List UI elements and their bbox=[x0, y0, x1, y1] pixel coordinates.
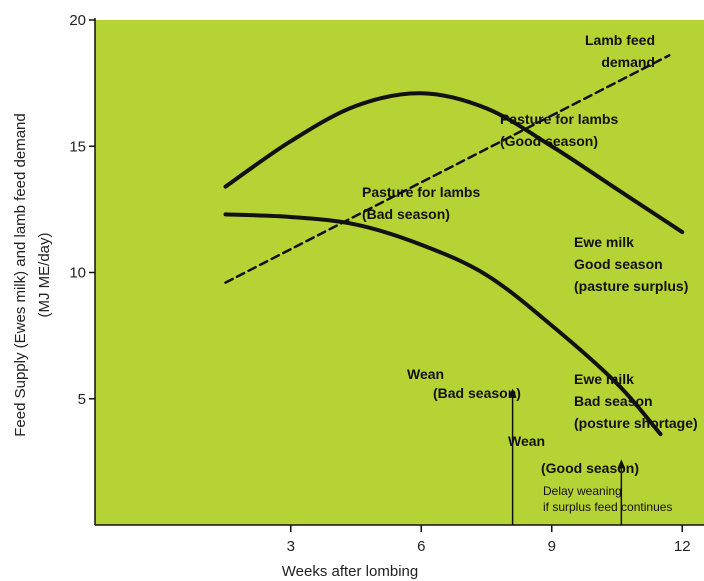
annotation-pasture-bad-line1: Pasture for lambs bbox=[362, 184, 480, 200]
annotation-wean-good-line2: (Good season) bbox=[541, 460, 639, 476]
series-line-good bbox=[223, 91, 685, 235]
annotation-pasture-good-line1: Pasture for lambs bbox=[500, 111, 618, 127]
annotation-pasture-bad-line2: (Bad season) bbox=[362, 206, 450, 222]
annotation-wean-bad-line1: Wean bbox=[407, 366, 444, 382]
series-group bbox=[223, 54, 685, 437]
annotation-ewe-bad-line2: Bad season bbox=[574, 393, 653, 409]
annotation-pasture-good-line2: (Good season) bbox=[500, 133, 598, 149]
x-tick-label-12: 12 bbox=[674, 538, 691, 555]
x-tick-label-3: 3 bbox=[287, 538, 295, 555]
annotation-delay-line2: if surplus feed continues bbox=[543, 500, 672, 514]
x-tick-label-6: 6 bbox=[417, 538, 425, 555]
y-tick-label-20: 20 bbox=[69, 12, 86, 29]
y-axis-label-line2: (MJ ME/day) bbox=[36, 232, 53, 317]
annotation-lamb-demand-line1: Lamb feed bbox=[585, 32, 655, 48]
wean-bad-arrow-head bbox=[508, 388, 517, 398]
y-tick-label-15: 15 bbox=[69, 138, 86, 155]
annotation-ewe-good-line2: Good season bbox=[574, 256, 663, 272]
annotation-ewe-good-line3: (pasture surplus) bbox=[574, 278, 688, 294]
annotation-wean-good-line1: Wean bbox=[508, 433, 545, 449]
series-line-bad bbox=[223, 212, 663, 437]
y-tick-label-10: 10 bbox=[69, 265, 86, 282]
plot-background bbox=[95, 20, 704, 525]
annotation-ewe-good-line1: Ewe milk bbox=[574, 234, 634, 250]
y-tick-label-5: 5 bbox=[78, 391, 86, 408]
annotation-lamb-demand-line2: demand bbox=[601, 54, 655, 70]
annotation-delay-line1: Delay weaning bbox=[543, 484, 622, 498]
annotation-wean-bad-line2: (Bad season) bbox=[433, 385, 521, 401]
series-line-demand bbox=[224, 54, 671, 284]
wean-arrow-group bbox=[508, 388, 626, 525]
tick-group: 3 6 9 12 5 10 15 20 bbox=[69, 12, 690, 555]
y-axis-label-line1: Feed Supply (Ewes milk) and lamb feed de… bbox=[12, 113, 29, 437]
x-tick-label-9: 9 bbox=[548, 538, 556, 555]
x-axis-label: Weeks after lombing bbox=[282, 563, 418, 580]
annotation-ewe-bad-line3: (posture shortage) bbox=[574, 415, 698, 431]
annotation-ewe-bad-line1: Ewe milk bbox=[574, 371, 634, 387]
wean-good-arrow-head bbox=[617, 459, 626, 469]
axes bbox=[94, 18, 704, 526]
